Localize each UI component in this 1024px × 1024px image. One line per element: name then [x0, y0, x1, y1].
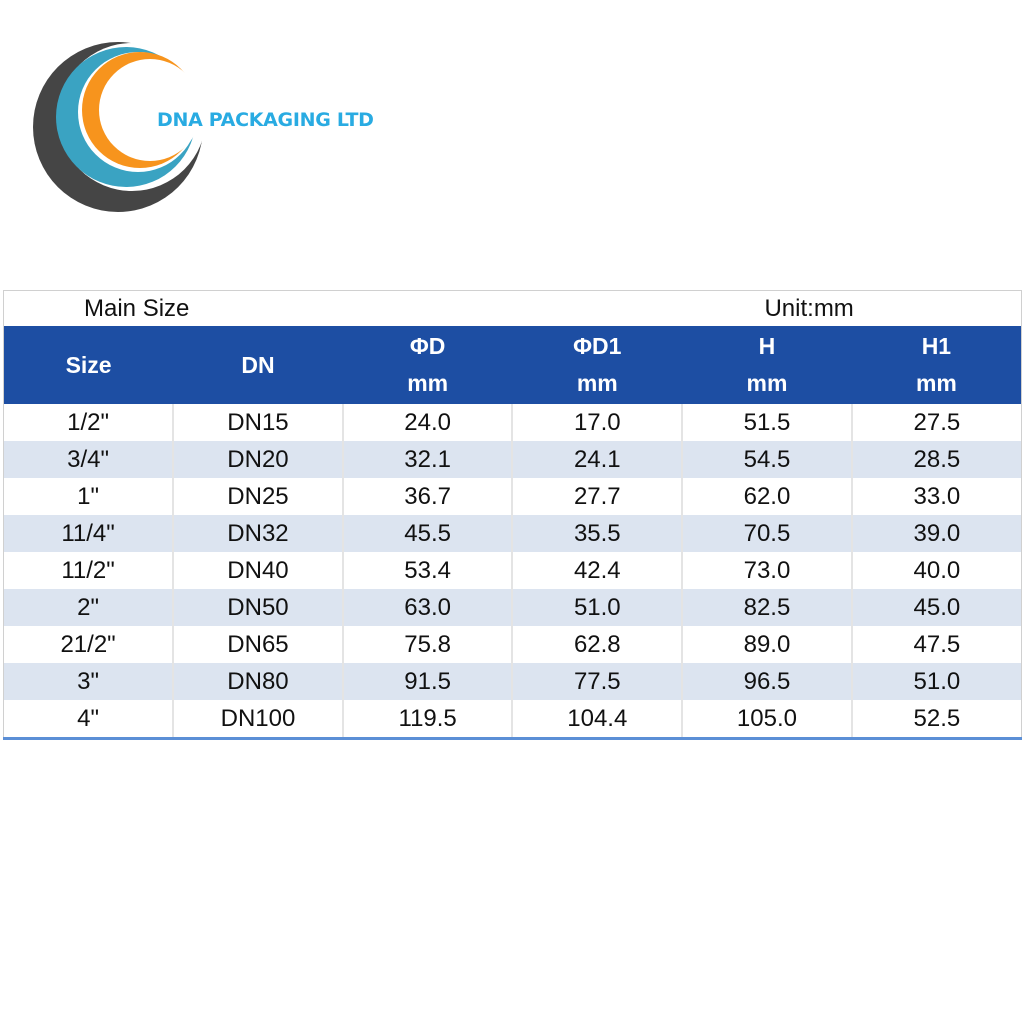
company-name: DNA PACKAGING LTD: [157, 109, 374, 131]
table-cell: 35.5: [512, 515, 684, 552]
column-header: ΦD1 mm: [512, 326, 683, 404]
table-cell: 104.4: [512, 700, 684, 740]
table-cell: 33.0: [913, 482, 961, 510]
table-cell: 119.5: [342, 700, 514, 740]
table-cell: DN32: [173, 515, 344, 552]
column-title: ΦD: [409, 333, 446, 359]
table-cell: 28.5: [851, 441, 1022, 478]
table-cell: DN65: [173, 626, 344, 663]
column-unit: mm: [746, 370, 788, 396]
table-cell: 91.5: [342, 663, 514, 700]
table-cell: 24.0: [342, 404, 514, 441]
table-cell: 51.5: [682, 404, 853, 441]
table-cell: 3/4": [3, 441, 175, 478]
table-cell: 27.5: [913, 408, 961, 436]
column-title: ΦD1: [573, 333, 622, 359]
table-cell: 27.7: [512, 478, 684, 515]
table-cell: 39.0: [851, 515, 1022, 552]
table-cell: DN25: [173, 478, 344, 515]
table-cell: 82.5: [682, 589, 853, 626]
table-row: 4" DN100 119.5 104.4 105.0 52.5: [3, 700, 1022, 740]
table-row: 1/2" DN15 24.0 17.0 51.5 27.5: [3, 404, 1022, 441]
column-header: DN: [173, 326, 343, 404]
column-title: H1: [921, 333, 952, 359]
logo: [33, 42, 206, 212]
table-cell: DN15: [173, 404, 344, 441]
table-cell: DN50: [173, 589, 344, 626]
table-cell: 63.0: [342, 589, 514, 626]
table-cell: 42.4: [512, 552, 684, 589]
table-cell: 105.0: [682, 700, 853, 740]
table-cell: 17.0: [512, 404, 684, 441]
table-cell: DN40: [173, 552, 344, 589]
table-body: 1/2" DN15 24.0 17.0 51.5 27.5 3/4" DN20 32.1 24.1…: [3, 404, 1022, 740]
table-cell: 77.5: [512, 663, 684, 700]
table-row: 1" DN25 36.7 27.7 62.0 33.0: [3, 478, 1022, 515]
column-title: Size: [65, 351, 112, 378]
table-cell: 53.4: [342, 552, 514, 589]
table-cell: 1/2": [3, 404, 175, 441]
table-cell: DN80: [173, 663, 344, 700]
table-cell: 96.5: [682, 663, 853, 700]
table-cell: 4": [3, 700, 175, 740]
table-cell: 47.5: [913, 630, 961, 658]
column-unit: mm: [915, 370, 957, 396]
table-cell: 32.1: [342, 441, 514, 478]
table-cell: 2": [3, 589, 175, 626]
column-header: H1 mm: [851, 326, 1022, 404]
unit-label: Unit:mm: [764, 294, 854, 322]
table-cell: 36.7: [342, 478, 514, 515]
table-cell: 45.0: [851, 589, 1022, 626]
table-cell: 54.5: [682, 441, 853, 478]
column-header: ΦD mm: [342, 326, 513, 404]
table-cell: 62.8: [512, 626, 684, 663]
table-cell: 3": [3, 663, 175, 700]
column-unit: mm: [576, 370, 618, 396]
column-title: H: [758, 333, 776, 359]
table-row: 21/2" DN65 75.8 62.8 89.0 47.5: [3, 626, 1022, 663]
table-cell: DN100: [173, 700, 344, 740]
table-cell: 75.8: [342, 626, 514, 663]
table-row: 3/4" DN20 32.1 24.1 54.5 28.5: [3, 441, 1022, 478]
table-cell: 51.0: [851, 663, 1022, 700]
table-cell: 21/2": [3, 626, 175, 663]
table-cell: 11/2": [3, 552, 175, 589]
table-cell: 24.1: [512, 441, 684, 478]
table-cell: 1": [3, 478, 175, 515]
table-cell: 70.5: [682, 515, 853, 552]
column-unit: mm: [407, 370, 449, 396]
table-cell: 51.0: [512, 589, 684, 626]
column-title: DN: [241, 351, 275, 378]
column-header: Size: [3, 326, 174, 404]
table-row: 11/4" DN32 45.5 35.5 70.5 39.0: [3, 515, 1022, 552]
table-cell: 89.0: [682, 626, 853, 663]
table-cell: 62.0: [682, 478, 853, 515]
table-cell: 11/4": [3, 515, 175, 552]
table-caption: Main Size: [84, 294, 190, 322]
table-row: 2" DN50 63.0 51.0 82.5 45.0: [3, 589, 1022, 626]
table-row: 11/2" DN40 53.4 42.4 73.0 40.0: [3, 552, 1022, 589]
table-row: 3" DN80 91.5 77.5 96.5 51.0: [3, 663, 1022, 700]
caption-row: Main Size Unit:mm: [4, 291, 1022, 327]
table-cell: 73.0: [682, 552, 853, 589]
table-cell: DN20: [173, 441, 344, 478]
table-cell: 52.5: [851, 700, 1022, 740]
table-cell: 40.0: [913, 556, 961, 584]
table-cell: 45.5: [342, 515, 514, 552]
